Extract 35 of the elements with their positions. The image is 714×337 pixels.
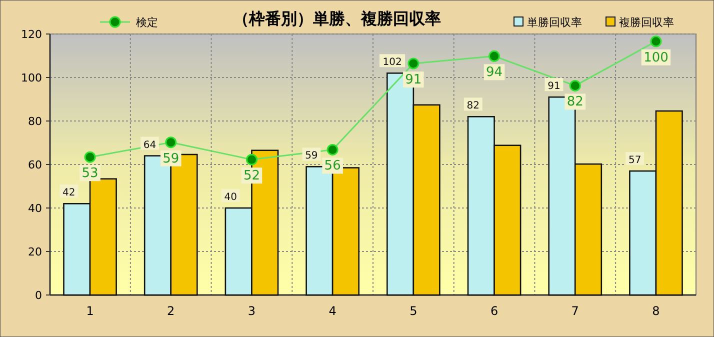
x-tick-label: 1 [86,304,94,318]
data-label: 56 [324,158,341,174]
y-tick-label: 40 [28,202,42,215]
data-label: 94 [486,65,503,80]
y-tick-label: 60 [28,158,42,172]
x-tick-label: 7 [571,304,579,318]
data-label: 42 [62,188,76,199]
x-tick-label: 8 [652,304,660,318]
data-label: 52 [243,168,260,184]
y-tick-label: 80 [28,115,42,128]
y-tick-label: 100 [21,72,42,84]
data-label: 53 [82,166,98,182]
y-tick-label: 0 [35,289,42,302]
data-label: 59 [162,151,180,166]
data-label: 102 [382,57,402,68]
data-label: 100 [644,50,668,66]
y-tick-label: 20 [28,246,42,258]
data-label: 59 [305,150,318,162]
y-tick-label: 120 [21,28,42,41]
x-tick-label: 5 [410,304,418,318]
legend-label: 複勝回収率 [619,16,674,29]
chart-title: （枠番別）単勝、複勝回収率 [233,9,441,28]
data-label: 91 [548,81,560,92]
data-label: 82 [566,94,584,110]
data-label: 91 [405,72,422,88]
x-tick-label: 6 [490,304,498,318]
data-label: 40 [224,192,237,203]
data-label: 57 [628,155,642,166]
legend-label: 単勝回収率 [527,16,582,29]
x-tick-label: 2 [167,304,175,318]
data-label: 64 [143,140,156,151]
x-tick-label: 3 [248,304,256,318]
data-label: 82 [466,100,480,112]
x-tick-label: 4 [328,304,336,318]
legend-label: 検定 [136,16,158,29]
